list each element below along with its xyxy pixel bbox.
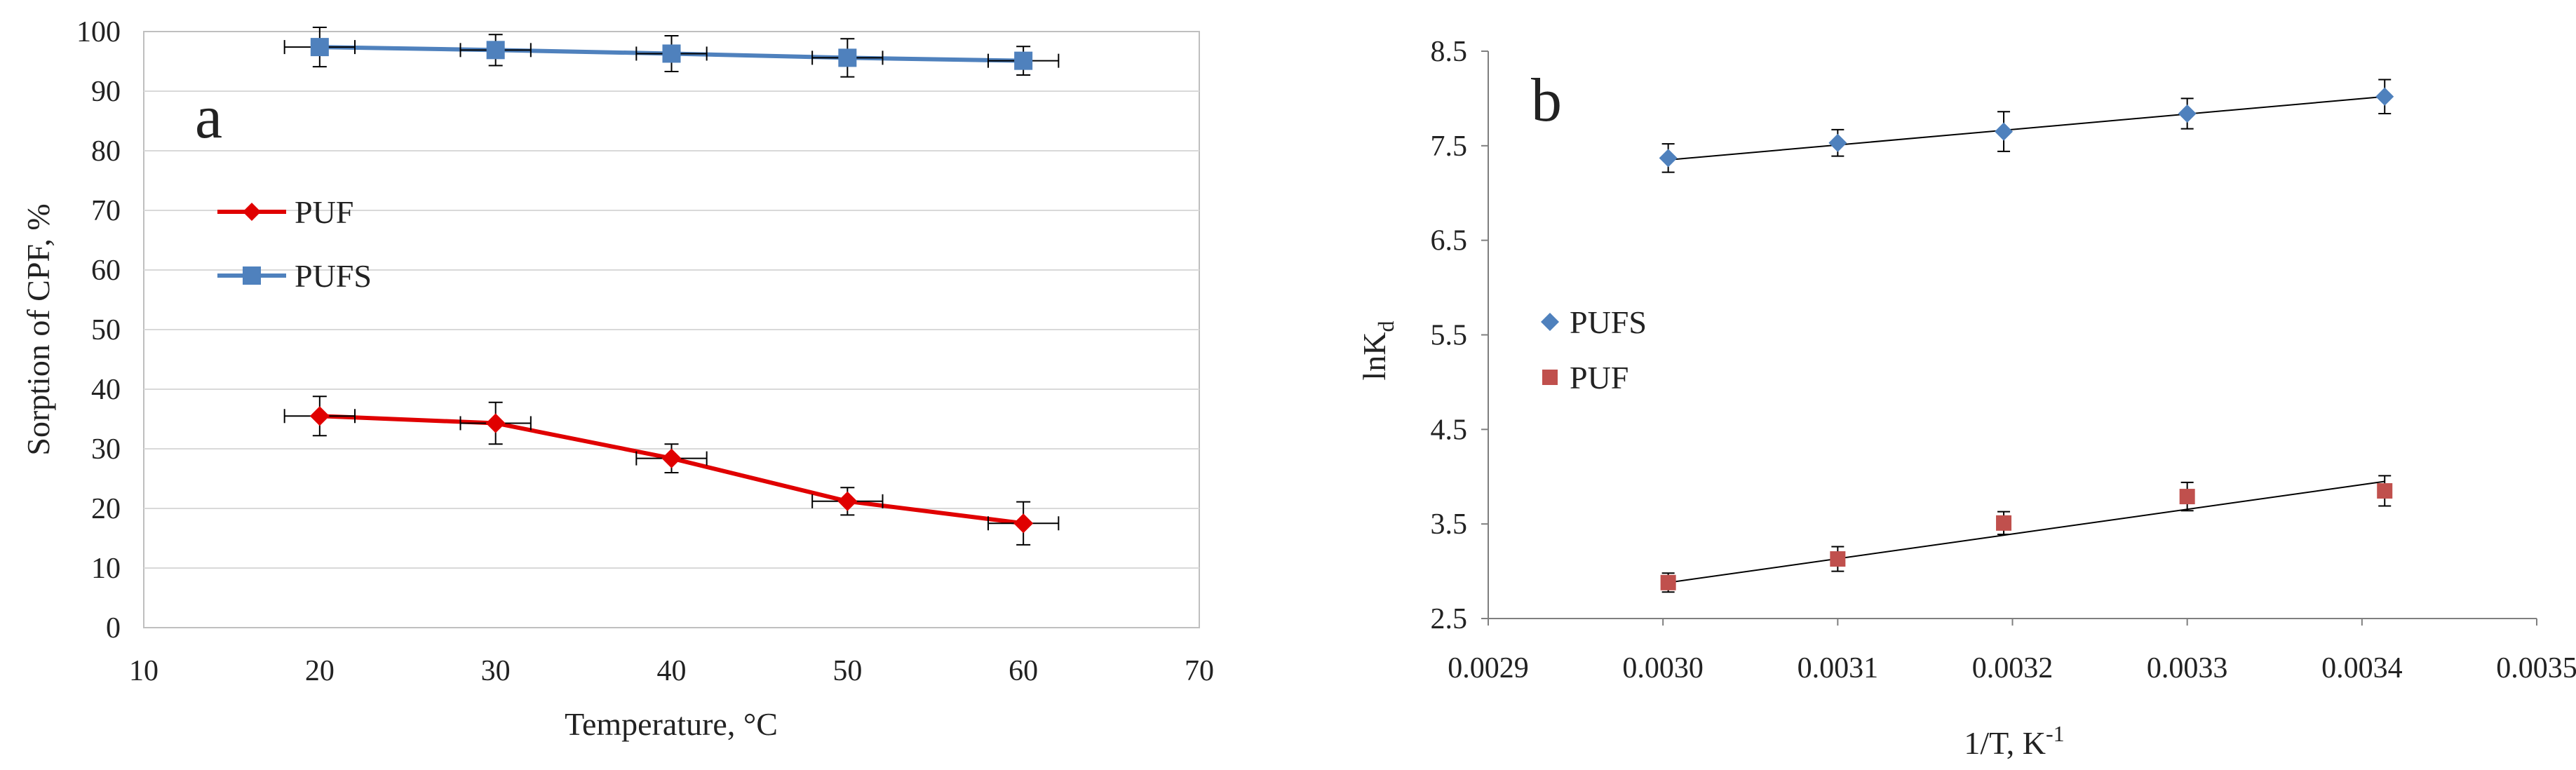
chart-b-panel-label: b xyxy=(1531,67,1562,135)
chart-b-legend: PUFS PUF xyxy=(1541,304,1647,396)
chart-b-y-tick-label: 7.5 xyxy=(1431,130,1468,163)
chart-a-legend-marker-puf xyxy=(243,203,261,221)
chart-b-legend-marker-pufs xyxy=(1541,313,1559,331)
chart-b-legend-label-pufs: PUFS xyxy=(1570,304,1647,340)
chart-b-y-axis-title-sub: d xyxy=(1373,321,1398,332)
chart-b-y-axis-title-main: lnK xyxy=(1356,332,1392,381)
chart-a-point-puf xyxy=(485,413,506,433)
chart-a-x-tick-label: 60 xyxy=(1009,655,1038,687)
chart-b-y-tick-label: 2.5 xyxy=(1431,603,1468,635)
chart-b-x-axis-title-main: 1/T, K xyxy=(1964,725,2046,761)
chart-b-y-tick-label: 4.5 xyxy=(1431,414,1468,446)
chart-b-series xyxy=(1659,79,2394,593)
chart-b-y-tick-label: 8.5 xyxy=(1431,36,1468,68)
chart-b-legend-label-puf: PUF xyxy=(1570,360,1628,396)
chart-a-point-pufs xyxy=(310,38,329,57)
chart-a-x-axis-title: Temperature, °C xyxy=(565,706,778,742)
chart-b-point-puf xyxy=(2377,482,2393,499)
chart-a-point-puf xyxy=(837,491,858,511)
chart-a-x-tick-label: 70 xyxy=(1185,655,1214,687)
chart-b-x-tick-label: 0.0035 xyxy=(2496,652,2576,684)
chart-b-x-tick-label: 0.0034 xyxy=(2321,652,2403,684)
chart-a-x-tick-label: 30 xyxy=(481,655,511,687)
chart-a-point-pufs xyxy=(1014,51,1033,70)
chart-b-y-axis-title: lnKd xyxy=(1356,321,1398,381)
chart-a-x-tick-label: 10 xyxy=(129,655,159,687)
chart-b-x-tick-label: 0.0030 xyxy=(1622,652,1704,684)
chart-a-point-pufs xyxy=(486,41,505,60)
chart-b: 0.0029 0.0030 0.0031 0.0032 0.0033 0.0034 0.00… xyxy=(1356,36,2576,761)
chart-a-x-tick-label: 20 xyxy=(305,655,335,687)
chart-a-y-tick-label: 10 xyxy=(91,553,121,585)
chart-a-point-puf xyxy=(1013,513,1034,534)
chart-a-series xyxy=(283,27,1060,546)
chart-b-x-axis-title-sup: -1 xyxy=(2046,721,2065,746)
chart-a-x-tick-label: 50 xyxy=(832,655,862,687)
chart-a-gridlines xyxy=(144,90,1199,569)
chart-b-point-pufs xyxy=(1828,133,1847,152)
chart-b-point-puf xyxy=(2179,489,2195,505)
chart-b-point-puf xyxy=(1660,574,1676,590)
chart-a-point-puf xyxy=(661,448,682,468)
chart-a-y-ticks: 0 10 20 30 40 50 60 70 80 90 100 xyxy=(76,16,121,644)
chart-b-point-puf xyxy=(1996,515,2012,531)
chart-b-y-tick-label: 3.5 xyxy=(1431,508,1468,541)
chart-a-y-tick-label: 90 xyxy=(91,76,121,108)
chart-a-y-tick-label: 100 xyxy=(76,16,121,48)
chart-a-legend-label-puf: PUF xyxy=(295,194,353,230)
chart-a-legend-label-pufs: PUFS xyxy=(295,258,372,294)
chart-a-y-tick-label: 80 xyxy=(91,135,121,168)
chart-b-x-ticks: 0.0029 0.0030 0.0031 0.0032 0.0033 0.0034 0.00… xyxy=(1448,619,2576,684)
chart-a-legend: PUF PUFS xyxy=(217,194,372,294)
chart-b-x-tick-label: 0.0029 xyxy=(1448,652,1529,684)
chart-a-y-tick-label: 60 xyxy=(91,255,121,287)
chart-a-y-tick-label: 50 xyxy=(91,314,121,346)
chart-b-y-ticks: 2.5 3.5 4.5 5.5 6.5 7.5 8.5 xyxy=(1431,36,1488,635)
chart-a-y-tick-label: 70 xyxy=(91,195,121,227)
chart-a-point-puf xyxy=(309,406,330,426)
chart-b-x-tick-label: 0.0031 xyxy=(1798,652,1879,684)
chart-b-point-pufs xyxy=(2375,87,2394,106)
chart-b-x-tick-label: 0.0032 xyxy=(1972,652,2054,684)
chart-a-y-axis-title: Sorption of CPF, % xyxy=(20,203,56,455)
chart-a-y-tick-label: 40 xyxy=(91,374,121,406)
chart-a-point-pufs xyxy=(662,44,681,63)
chart-a-y-tick-label: 0 xyxy=(106,612,121,644)
chart-b-x-axis-title: 1/T, K-1 xyxy=(1964,721,2064,761)
chart-b-point-pufs xyxy=(2178,104,2197,123)
chart-b-point-pufs xyxy=(1659,149,1678,168)
chart-b-point-puf xyxy=(1830,551,1846,567)
chart-b-trendline-puf xyxy=(1668,480,2385,583)
chart-b-legend-marker-puf xyxy=(1542,370,1558,385)
chart-b-y-tick-label: 5.5 xyxy=(1431,320,1468,352)
chart-a-y-tick-label: 20 xyxy=(91,493,121,525)
chart-b-y-tick-label: 6.5 xyxy=(1431,225,1468,257)
chart-a-point-pufs xyxy=(838,48,857,67)
chart-a-x-ticks: 10 20 30 40 50 60 70 xyxy=(129,655,1214,687)
chart-b-x-tick-label: 0.0033 xyxy=(2147,652,2228,684)
chart-a-panel-label: a xyxy=(195,83,222,151)
chart-a-legend-marker-pufs xyxy=(243,266,261,285)
chart-b-point-pufs xyxy=(1995,122,2014,141)
chart-b-trendline-pufs xyxy=(1668,95,2385,161)
chart-a-y-tick-label: 30 xyxy=(91,433,121,466)
chart-a-x-tick-label: 40 xyxy=(657,655,687,687)
